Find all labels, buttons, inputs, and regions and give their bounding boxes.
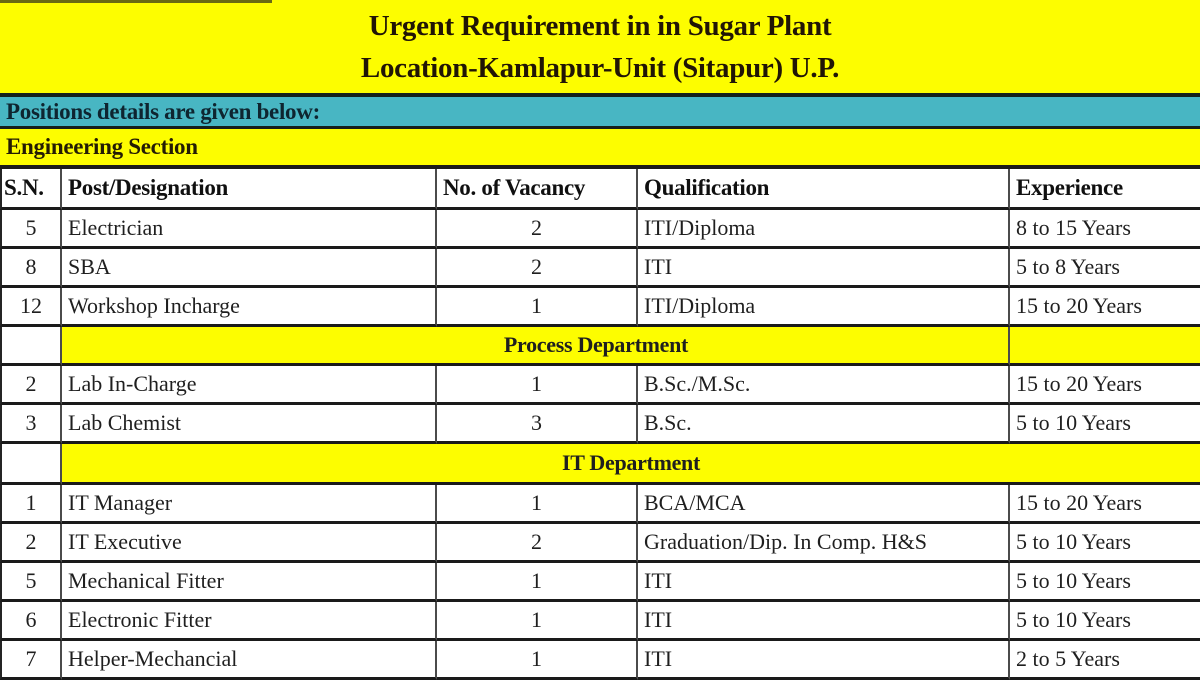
cell-post: Lab Chemist [62,405,437,444]
cell-experience: 5 to 10 Years [1010,405,1200,444]
table-header-row: S.N. Post/Designation No. of Vacancy Qua… [0,169,1200,210]
process-band-experience-cell [1010,327,1200,366]
cell-experience: 8 to 15 Years [1010,210,1200,249]
cell-experience: 5 to 10 Years [1010,524,1200,563]
table-row: 1 IT Manager 1 BCA/MCA 15 to 20 Years [0,485,1200,524]
header-experience: Experience [1010,169,1200,210]
it-department-band-row: IT Department [0,444,1200,485]
table-row: 8 SBA 2 ITI 5 to 8 Years [0,249,1200,288]
cell-post: IT Executive [62,524,437,563]
cell-qualification: ITI [638,602,1010,641]
cell-vacancy: 3 [437,405,638,444]
cell-vacancy: 2 [437,210,638,249]
cell-vacancy: 2 [437,524,638,563]
positions-note-bar: Positions details are given below: [0,93,1200,129]
cell-qualification: BCA/MCA [638,485,1010,524]
table-row: 3 Lab Chemist 3 B.Sc. 5 to 10 Years [0,405,1200,444]
top-left-crop-mark [0,0,272,3]
cell-qualification: ITI/Diploma [638,288,1010,327]
cell-sn: 1 [0,485,62,524]
cell-sn: 5 [0,210,62,249]
table-row: 5 Electrician 2 ITI/Diploma 8 to 15 Year… [0,210,1200,249]
cell-sn: 2 [0,366,62,405]
process-department-band-row: Process Department [0,327,1200,366]
header-sn: S.N. [0,169,62,210]
cell-qualification: ITI [638,563,1010,602]
cell-post: SBA [62,249,437,288]
cell-vacancy: 1 [437,602,638,641]
cell-sn: 7 [0,641,62,680]
cell-vacancy: 1 [437,366,638,405]
cell-sn: 2 [0,524,62,563]
cell-qualification: ITI [638,641,1010,680]
cell-sn-blank [0,327,62,366]
table-row: 7 Helper-Mechancial 1 ITI 2 to 5 Years [0,641,1200,680]
header-vacancy: No. of Vacancy [437,169,638,210]
cell-post: IT Manager [62,485,437,524]
cell-post: Workshop Incharge [62,288,437,327]
cell-post: Electronic Fitter [62,602,437,641]
cell-sn: 6 [0,602,62,641]
cell-qualification: ITI/Diploma [638,210,1010,249]
cell-qualification: ITI [638,249,1010,288]
table-row: 2 Lab In-Charge 1 B.Sc./M.Sc. 15 to 20 Y… [0,366,1200,405]
cell-post: Electrician [62,210,437,249]
positions-table: S.N. Post/Designation No. of Vacancy Qua… [0,165,1200,680]
it-department-band: IT Department [62,444,1200,485]
cell-vacancy: 1 [437,288,638,327]
table-row: 5 Mechanical Fitter 1 ITI 5 to 10 Years [0,563,1200,602]
cell-sn: 12 [0,288,62,327]
cell-qualification: B.Sc./M.Sc. [638,366,1010,405]
cell-sn: 8 [0,249,62,288]
cell-qualification: B.Sc. [638,405,1010,444]
engineering-section-bar: Engineering Section [0,129,1200,165]
cell-post: Lab In-Charge [62,366,437,405]
cell-experience: 15 to 20 Years [1010,485,1200,524]
page-subtitle-location: Location-Kamlapur-Unit (Sitapur) U.P. [360,52,840,84]
cell-sn: 5 [0,563,62,602]
positions-note-text: Positions details are given below: [6,98,320,124]
cell-post: Helper-Mechancial [62,641,437,680]
table-row: 6 Electronic Fitter 1 ITI 5 to 10 Years [0,602,1200,641]
engineering-section-label: Engineering Section [6,134,198,159]
cell-vacancy: 1 [437,641,638,680]
cell-experience: 15 to 20 Years [1010,288,1200,327]
cell-experience: 5 to 10 Years [1010,602,1200,641]
header-qualification: Qualification [638,169,1010,210]
cell-vacancy: 1 [437,563,638,602]
page-title: Urgent Requirement in in Sugar Plant [368,10,832,42]
title-block: Urgent Requirement in in Sugar Plant Loc… [0,0,1200,93]
cell-experience: 15 to 20 Years [1010,366,1200,405]
cell-qualification: Graduation/Dip. In Comp. H&S [638,524,1010,563]
cell-experience: 5 to 8 Years [1010,249,1200,288]
table-row: 12 Workshop Incharge 1 ITI/Diploma 15 to… [0,288,1200,327]
cell-experience: 5 to 10 Years [1010,563,1200,602]
cell-sn: 3 [0,405,62,444]
cell-post: Mechanical Fitter [62,563,437,602]
cell-vacancy: 2 [437,249,638,288]
cell-experience: 2 to 5 Years [1010,641,1200,680]
header-post: Post/Designation [62,169,437,210]
table-row: 2 IT Executive 2 Graduation/Dip. In Comp… [0,524,1200,563]
cell-vacancy: 1 [437,485,638,524]
process-department-band: Process Department [62,327,1010,366]
cell-sn-blank [0,444,62,485]
